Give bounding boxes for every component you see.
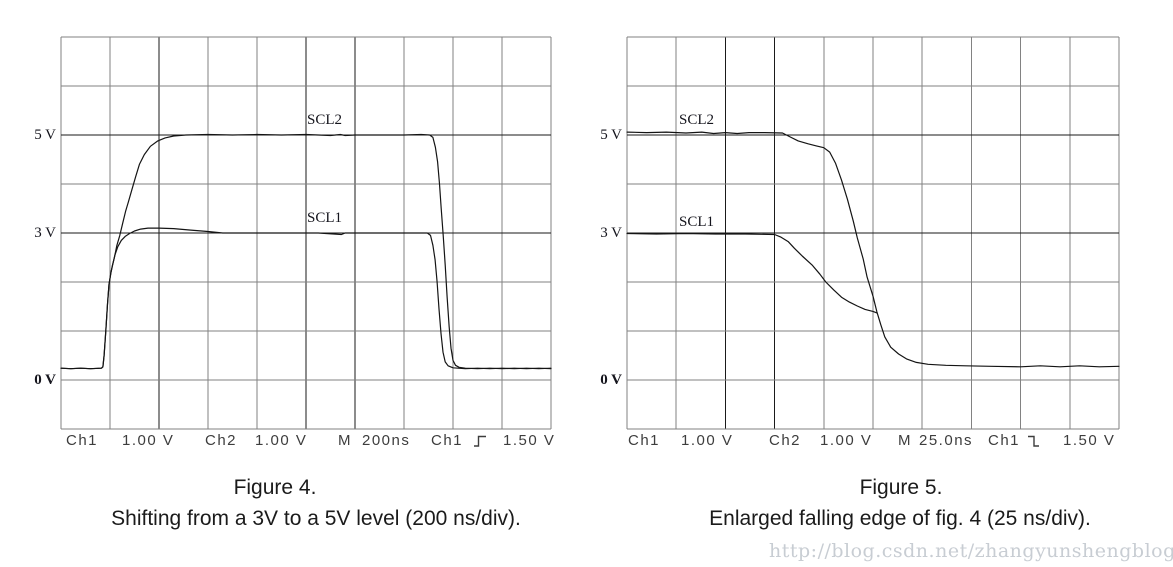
fig4-ylabel-5v: 5 V [34,127,56,143]
fig5-readout-ch2: Ch2 [769,432,802,449]
fig5-graticule [626,36,1120,430]
fig5-trace-scl2 [626,131,1120,368]
fig4-readout-m: M [338,432,352,449]
fig4-readout-trig-source: Ch1 [431,432,464,449]
fig4-ylabel-3v: 3 V [34,225,56,241]
watermark-url: http://blog.csdn.net/zhangyunshengblog [769,540,1173,562]
falling-edge-trigger-icon [1027,434,1041,448]
fig4-caption: Shifting from a 3V to a 5V level (200 ns… [111,507,521,530]
fig5-readout-m: M [898,432,912,449]
fig5-title: Figure 5. [859,476,943,499]
fig5-readout-trig-level: 1.50 V [1063,432,1116,449]
fig5-readout-ch2-scale: 1.00 V [820,432,873,449]
fig5-readout-ch1-scale: 1.00 V [681,432,734,449]
fig5-ylabel-5v: 5 V [600,127,622,143]
fig5-trace-scl1 [626,232,878,314]
fig4-readout-ch1: Ch1 [66,432,99,449]
fig4-readout-timebase: 200ns [362,432,411,449]
fig4-readout-ch1-scale: 1.00 V [122,432,175,449]
fig5-trace-label-scl1: SCL1 [679,214,715,230]
fig4-ylabel-0v: 0 V [34,372,56,388]
fig4-readout-ch2-scale: 1.00 V [255,432,308,449]
fig4-trace-scl1 [60,227,552,370]
fig5-readout-trig-source: Ch1 [988,432,1021,449]
fig5-ylabel-0v: 0 V [600,372,622,388]
fig4-readout-trig-level: 1.50 V [503,432,556,449]
fig4-title: Figure 4. [233,476,317,499]
fig4-trace-label-scl2: SCL2 [307,112,343,128]
fig5-ylabel-3v: 3 V [600,225,622,241]
fig5-trace-label-scl2: SCL2 [679,112,715,128]
fig4-readout-ch2: Ch2 [205,432,238,449]
fig4-trace-label-scl1: SCL1 [307,210,343,226]
fig5-caption: Enlarged falling edge of fig. 4 (25 ns/d… [709,507,1091,530]
fig5-readout-timebase: 25.0ns [919,432,974,449]
rising-edge-trigger-icon [473,434,487,448]
fig5-readout-ch1: Ch1 [628,432,661,449]
